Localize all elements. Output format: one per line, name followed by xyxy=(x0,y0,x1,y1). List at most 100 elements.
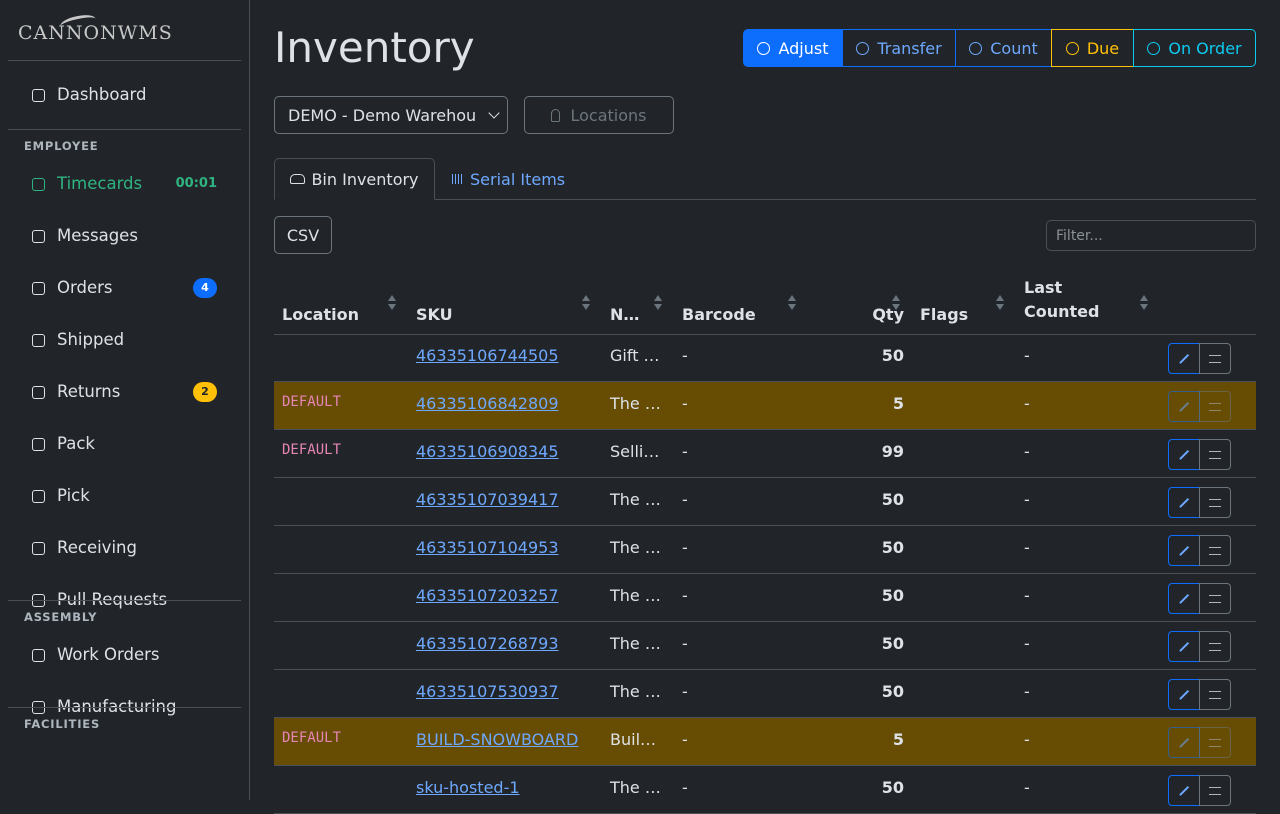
action-button[interactable]: Adjust xyxy=(743,29,843,67)
nav-link[interactable]: Work Orders xyxy=(32,643,217,667)
row-adjust-button[interactable] xyxy=(1168,631,1200,662)
row-transfer-button[interactable] xyxy=(1199,727,1231,758)
nav-link[interactable]: Messages xyxy=(32,224,217,248)
sort-down xyxy=(892,304,900,310)
table-row: 46335107268793The …-50- xyxy=(274,622,1256,670)
sort-indicator xyxy=(788,295,796,311)
column-header[interactable]: N… xyxy=(610,278,639,334)
action-label: Transfer xyxy=(877,39,941,58)
sort-down xyxy=(996,304,1004,310)
row-transfer-button[interactable] xyxy=(1199,391,1231,422)
transfer-icon xyxy=(1209,595,1221,603)
action-button[interactable]: Due xyxy=(1051,29,1134,67)
action-icon xyxy=(1147,42,1160,55)
name-cell: The … xyxy=(610,478,661,526)
barcode-cell: - xyxy=(682,430,688,478)
column-header[interactable]: SKU xyxy=(416,278,453,334)
row-adjust-button[interactable] xyxy=(1168,775,1200,806)
warehouse-value: DEMO - Demo Warehou xyxy=(288,106,476,125)
nav-link[interactable]: Orders4 xyxy=(32,276,217,300)
nav-link[interactable]: Receiving xyxy=(32,536,217,560)
sku-link[interactable]: sku-hosted-1 xyxy=(416,778,520,797)
sku-link[interactable]: BUILD-SNOWBOARD xyxy=(416,730,578,749)
row-adjust-button[interactable] xyxy=(1168,583,1200,614)
last-counted-cell: - xyxy=(1024,766,1030,814)
nav-link[interactable]: Timecards00:01 xyxy=(32,172,217,196)
qty-cell: 50 xyxy=(800,622,904,670)
action-button[interactable]: Transfer xyxy=(842,29,956,67)
row-transfer-button[interactable] xyxy=(1199,775,1231,806)
sku-link[interactable]: 46335107104953 xyxy=(416,538,559,557)
csv-button[interactable]: CSV xyxy=(274,216,332,254)
sku-link[interactable]: 46335107530937 xyxy=(416,682,559,701)
sku-link[interactable]: 46335107268793 xyxy=(416,634,559,653)
column-header[interactable]: Location xyxy=(282,278,359,334)
sort-indicator xyxy=(654,295,662,311)
transfer-icon xyxy=(1209,355,1221,363)
sku-link[interactable]: 46335106908345 xyxy=(416,442,559,461)
nav-link[interactable]: Dashboard xyxy=(32,83,217,107)
table-row: 46335106744505Gift …-50- xyxy=(274,334,1256,382)
row-adjust-button[interactable] xyxy=(1168,487,1200,518)
column-header[interactable]: Last Counted xyxy=(1024,278,1104,334)
sku-link[interactable]: 46335107039417 xyxy=(416,490,559,509)
row-adjust-button[interactable] xyxy=(1168,535,1200,566)
column-header[interactable]: Flags xyxy=(920,278,968,334)
tab[interactable]: Serial Items xyxy=(452,158,565,200)
row-transfer-button[interactable] xyxy=(1199,679,1231,710)
sort-indicator xyxy=(996,295,1004,311)
qty-cell: 99 xyxy=(800,430,904,478)
table-row: 46335107530937The …-50- xyxy=(274,670,1256,718)
row-adjust-button[interactable] xyxy=(1168,343,1200,374)
row-adjust-button[interactable] xyxy=(1168,727,1200,758)
row-adjust-button[interactable] xyxy=(1168,439,1200,470)
tab[interactable]: Bin Inventory xyxy=(274,158,435,200)
adjust-icon xyxy=(1179,738,1189,748)
sort-down xyxy=(582,304,590,310)
tab-label: Bin Inventory xyxy=(311,170,418,189)
row-transfer-button[interactable] xyxy=(1199,583,1231,614)
row-transfer-button[interactable] xyxy=(1199,343,1231,374)
row-transfer-button[interactable] xyxy=(1199,631,1231,662)
action-button[interactable]: Count xyxy=(955,29,1052,67)
nav-label: Timecards xyxy=(57,172,142,196)
sku-link[interactable]: 46335106744505 xyxy=(416,346,559,365)
sku-cell: 46335107104953 xyxy=(416,526,559,574)
row-transfer-button[interactable] xyxy=(1199,439,1231,470)
column-header[interactable]: Qty xyxy=(800,278,904,334)
name-cell: The … xyxy=(610,526,661,574)
nav-icon xyxy=(32,490,45,503)
location-cell: DEFAULT xyxy=(282,382,341,430)
action-button[interactable]: On Order xyxy=(1133,29,1256,67)
sku-cell: 46335107039417 xyxy=(416,478,559,526)
nav-label: Receiving xyxy=(57,536,137,560)
name-cell: Buil… xyxy=(610,718,656,766)
warehouse-select[interactable]: DEMO - Demo Warehou xyxy=(274,96,508,134)
nav-link[interactable]: Shipped xyxy=(32,328,217,352)
sku-link[interactable]: 46335106842809 xyxy=(416,394,559,413)
column-header[interactable]: Barcode xyxy=(682,278,756,334)
sku-cell: 46335107203257 xyxy=(416,574,559,622)
row-adjust-button[interactable] xyxy=(1168,391,1200,422)
nav-icon xyxy=(32,89,45,102)
barcode-cell: - xyxy=(682,526,688,574)
sort-down xyxy=(788,304,796,310)
filter-input[interactable]: Filter... xyxy=(1046,220,1256,251)
transfer-icon xyxy=(1209,787,1221,795)
nav-link[interactable]: Pack xyxy=(32,432,217,456)
nav-label: Orders xyxy=(57,276,113,300)
name-cell: The … xyxy=(610,622,661,670)
locations-button[interactable]: Locations xyxy=(524,96,674,134)
table-row: 46335107203257The …-50- xyxy=(274,574,1256,622)
divider xyxy=(8,129,241,130)
divider xyxy=(8,600,241,601)
nav-link[interactable]: Pick xyxy=(32,484,217,508)
row-transfer-button[interactable] xyxy=(1199,487,1231,518)
last-counted-cell: - xyxy=(1024,430,1030,478)
sku-link[interactable]: 46335107203257 xyxy=(416,586,559,605)
nav-link[interactable]: Returns2 xyxy=(32,380,217,404)
row-adjust-button[interactable] xyxy=(1168,679,1200,710)
row-transfer-button[interactable] xyxy=(1199,535,1231,566)
sku-cell: BUILD-SNOWBOARD xyxy=(416,718,578,766)
